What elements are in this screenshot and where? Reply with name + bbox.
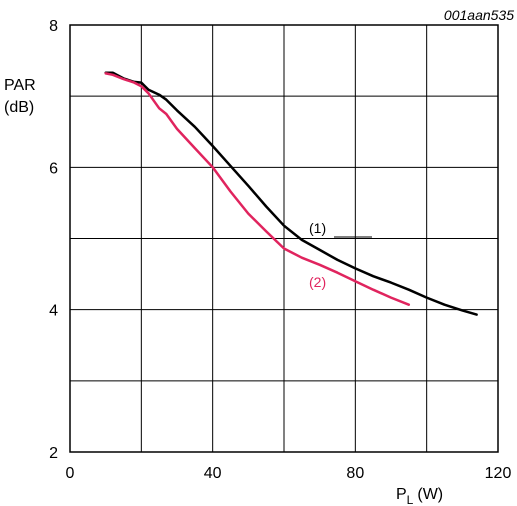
y-axis-label-line2: (dB) — [4, 99, 34, 116]
series-1-line — [104, 71, 478, 316]
y-tick-label-3: 8 — [49, 18, 58, 35]
series-layer — [104, 71, 478, 316]
figure-reference: 001aan535 — [444, 7, 514, 23]
x-axis-label: PL (W) — [396, 486, 443, 506]
series-2-line — [104, 72, 411, 306]
y-tick-label-0: 2 — [49, 445, 58, 462]
series-1-label: (1) — [309, 220, 326, 236]
y-axis-label-line1: PAR — [4, 77, 36, 94]
x-tick-label-2: 80 — [346, 465, 364, 482]
y-tick-label-2: 6 — [49, 160, 58, 177]
x-tick-label-0: 0 — [66, 465, 75, 482]
y-tick-label-1: 4 — [49, 303, 58, 320]
x-tick-label-3: 120 — [485, 465, 512, 482]
tick-labels: 0 40 80 120 2 4 6 8 — [49, 18, 511, 482]
grid-lines — [69, 24, 499, 453]
series-2-label: (2) — [309, 274, 326, 290]
x-tick-label-1: 40 — [204, 465, 222, 482]
plot-frame — [69, 24, 499, 453]
